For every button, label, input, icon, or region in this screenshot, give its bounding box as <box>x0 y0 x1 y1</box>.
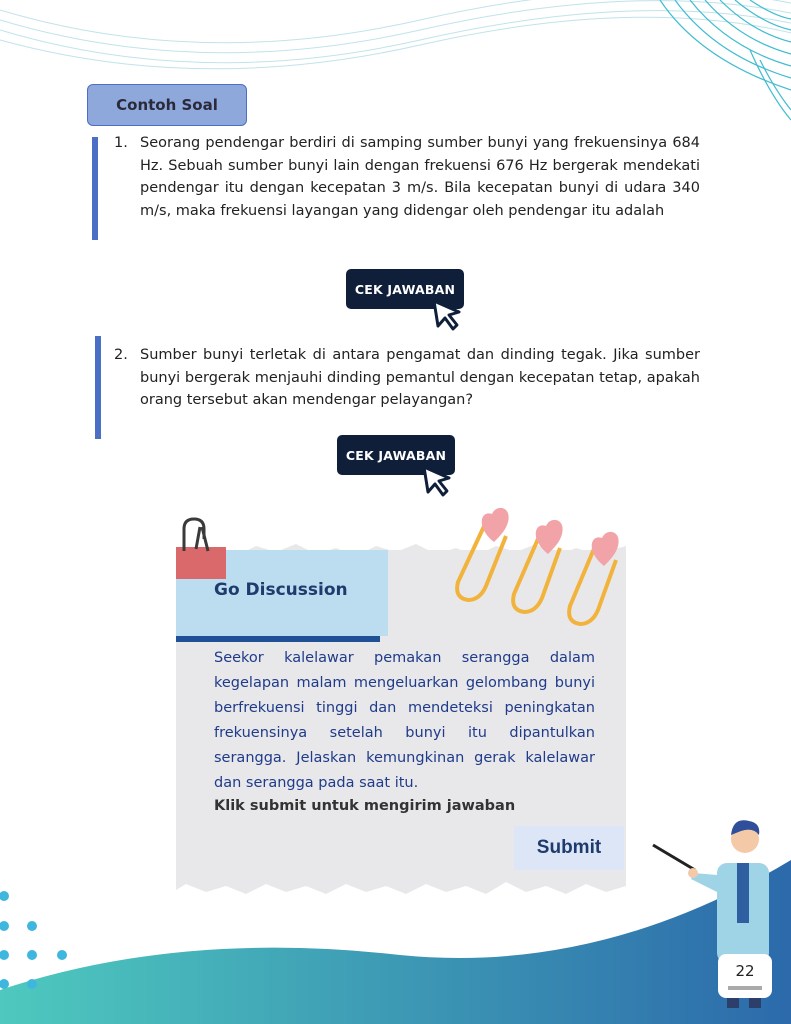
question-text: Seorang pendengar berdiri di samping sum… <box>140 135 700 219</box>
cursor-icon <box>422 465 451 497</box>
submit-instruction: Klik submit untuk mengirim jawaban <box>214 798 516 814</box>
question-item: 1. Seorang pendengar berdiri di samping … <box>114 132 700 222</box>
cursor-icon <box>432 299 461 331</box>
binder-clip-icon <box>176 517 226 579</box>
heart-paperclip-icon <box>455 507 619 627</box>
page-number: 22 <box>718 954 772 998</box>
check-answer-button[interactable]: CEK JAWABAN <box>346 269 464 309</box>
page-number-text: 22 <box>735 962 755 980</box>
question-accent-bar <box>92 137 98 240</box>
question-text: Sumber bunyi terletak di antara pengamat… <box>140 347 700 408</box>
question-item: 2. Sumber bunyi terletak di antara penga… <box>114 344 700 412</box>
question-number: 1. <box>114 135 128 151</box>
question-number: 2. <box>114 347 128 363</box>
submit-button[interactable]: Submit <box>514 826 624 870</box>
discussion-title: Go Discussion <box>214 580 348 600</box>
question-accent-bar <box>95 336 101 439</box>
discussion-underline <box>176 636 380 642</box>
page-number-bar <box>728 986 762 990</box>
torn-paper-edge-bottom <box>176 872 626 894</box>
section-badge: Contoh Soal <box>87 84 247 126</box>
discussion-text: Seekor kalelawar pemakan serangga dalam … <box>214 650 595 791</box>
check-answer-button[interactable]: CEK JAWABAN <box>337 435 455 475</box>
